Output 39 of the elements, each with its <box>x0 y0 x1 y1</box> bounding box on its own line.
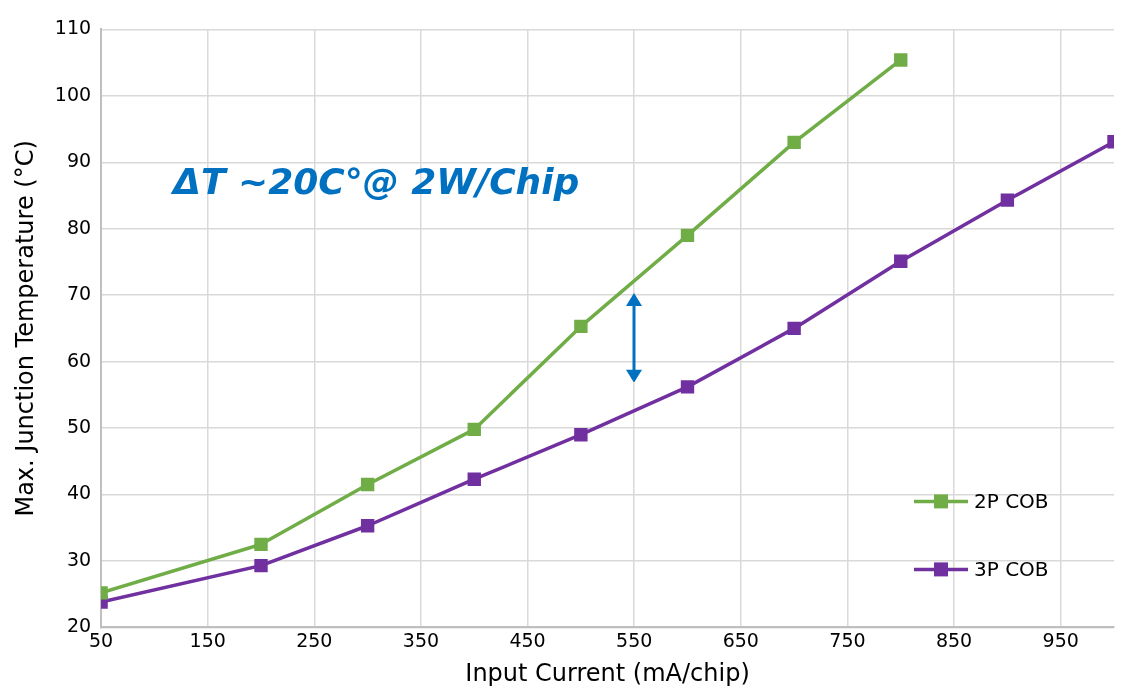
point <box>360 519 375 533</box>
point <box>894 53 908 67</box>
legend-label: 2P COB <box>974 488 1049 513</box>
point <box>254 558 268 573</box>
y-tick-label: 30 <box>66 547 92 570</box>
x-tick-label: 150 <box>189 628 226 651</box>
y-tick-label: 60 <box>66 348 92 371</box>
y-axis-title: Max. Junction Temperature (°C) <box>10 140 39 517</box>
point <box>360 477 375 492</box>
point <box>680 228 695 243</box>
x-tick-label: 950 <box>1042 628 1079 651</box>
y-tick-label: 90 <box>66 149 92 172</box>
y-tick-label: 40 <box>66 481 92 504</box>
point <box>467 422 481 437</box>
point <box>254 537 268 552</box>
x-tick-label: 650 <box>722 628 759 651</box>
y-tick-label: 20 <box>66 614 92 637</box>
point <box>680 380 695 394</box>
x-tick-label: 550 <box>616 628 653 651</box>
point <box>787 321 801 336</box>
point <box>467 472 481 486</box>
y-tick-label: 110 <box>54 16 92 39</box>
x-tick-label: 250 <box>296 628 333 651</box>
y-tick-label: 80 <box>66 215 92 238</box>
legend-label: 3P COB <box>974 556 1049 581</box>
point <box>574 319 588 334</box>
x-axis-title: Input Current (mA/chip) <box>465 658 750 687</box>
point <box>574 428 588 442</box>
y-tick-label: 70 <box>66 282 92 305</box>
annotation: ΔT ~20C°@ 2W/Chip <box>170 160 580 202</box>
x-tick-label: 750 <box>829 628 866 651</box>
x-tick-label: 350 <box>402 628 440 651</box>
point <box>787 135 801 150</box>
y-tick-label: 50 <box>66 415 92 437</box>
point <box>1000 193 1015 207</box>
x-tick-label: 850 <box>935 628 973 651</box>
x-tick-label: 450 <box>509 628 546 651</box>
point <box>894 254 908 268</box>
y-tick-label: 100 <box>54 82 92 105</box>
